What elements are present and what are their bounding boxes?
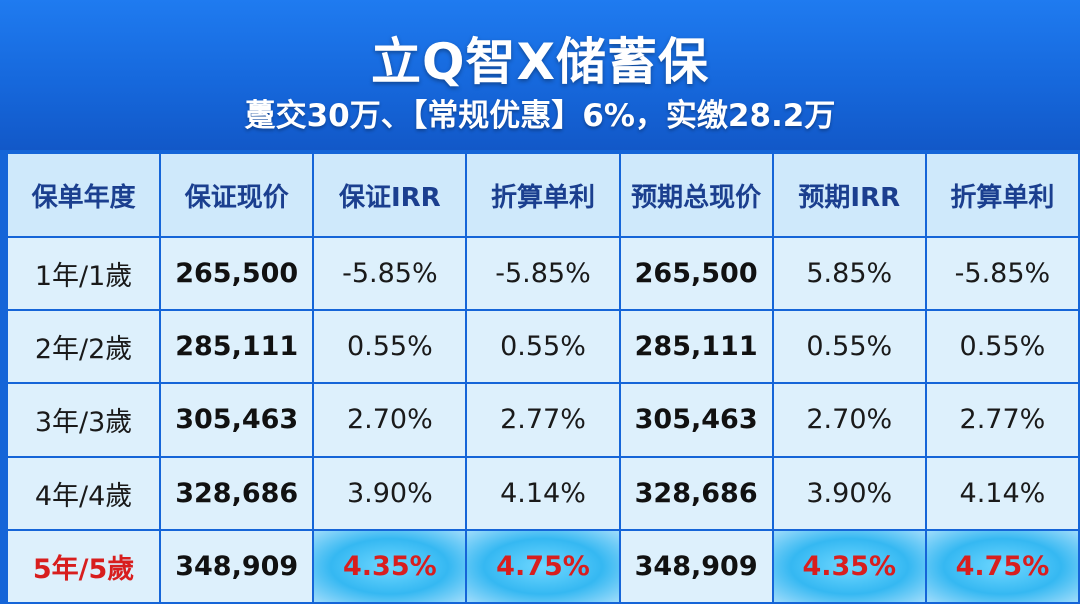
cell-guaranteed-irr: -5.85% [314, 238, 466, 310]
cell-simple-rate-guaranteed-highlight: 4.75% [467, 530, 619, 602]
table-row: 3年/3歲 305,463 2.70% 2.77% 305,463 2.70% … [8, 384, 1078, 456]
cell-guaranteed-cash-value: 305,463 [161, 384, 313, 456]
cell-guaranteed-irr-highlight: 4.35% [314, 530, 466, 602]
cell-projected-total-cash-value: 328,686 [620, 457, 772, 529]
cell-projected-irr: 3.90% [773, 457, 925, 529]
cell-guaranteed-irr: 2.70% [314, 384, 466, 456]
column-header-simple-rate-projected: 折算单利 [926, 154, 1078, 236]
cell-projected-total-cash-value: 265,500 [620, 238, 772, 310]
cell-simple-rate-projected: 2.77% [926, 384, 1078, 456]
cell-policy-year: 1年/1歲 [8, 238, 160, 310]
policy-value-table: 保单年度 保证现价 保证IRR 折算单利 预期总现价 预期IRR 折算单利 1年… [6, 152, 1080, 604]
cell-projected-irr: 0.55% [773, 311, 925, 383]
cell-simple-rate-guaranteed: 4.14% [467, 457, 619, 529]
cell-simple-rate-guaranteed: 2.77% [467, 384, 619, 456]
cell-projected-irr-highlight: 4.35% [773, 530, 925, 602]
cell-guaranteed-irr: 3.90% [314, 457, 466, 529]
cell-guaranteed-cash-value: 265,500 [161, 238, 313, 310]
page-title: 立Q智X储蓄保 [370, 33, 710, 91]
cell-simple-rate-projected: 4.14% [926, 457, 1078, 529]
cell-simple-rate-projected-highlight: 4.75% [926, 530, 1078, 602]
cell-projected-total-cash-value: 348,909 [620, 530, 772, 602]
cell-policy-year: 5年/5歲 [8, 530, 160, 602]
cell-projected-total-cash-value: 305,463 [620, 384, 772, 456]
column-header-projected-total-cash-value: 预期总现价 [620, 154, 772, 236]
table-row: 4年/4歲 328,686 3.90% 4.14% 328,686 3.90% … [8, 457, 1078, 529]
cell-guaranteed-cash-value: 328,686 [161, 457, 313, 529]
column-header-projected-irr: 预期IRR [773, 154, 925, 236]
cell-projected-irr: 2.70% [773, 384, 925, 456]
cell-simple-rate-projected: 0.55% [926, 311, 1078, 383]
cell-simple-rate-guaranteed: 0.55% [467, 311, 619, 383]
cell-guaranteed-irr: 0.55% [314, 311, 466, 383]
cell-policy-year: 2年/2歲 [8, 311, 160, 383]
cell-projected-total-cash-value: 285,111 [620, 311, 772, 383]
cell-policy-year: 4年/4歲 [8, 457, 160, 529]
page-subtitle: 躉交30万、【常规优惠】6%，实缴28.2万 [244, 98, 836, 134]
table-row-highlighted: 5年/5歲 348,909 4.35% 4.75% 348,909 4.35% … [8, 530, 1078, 602]
cell-simple-rate-projected: -5.85% [926, 238, 1078, 310]
cell-policy-year: 3年/3歲 [8, 384, 160, 456]
cell-guaranteed-cash-value: 348,909 [161, 530, 313, 602]
column-header-policy-year: 保单年度 [8, 154, 160, 236]
table-row: 1年/1歲 265,500 -5.85% -5.85% 265,500 5.85… [8, 238, 1078, 310]
column-header-guaranteed-cash-value: 保证现价 [161, 154, 313, 236]
column-header-simple-rate-guaranteed: 折算单利 [467, 154, 619, 236]
cell-simple-rate-guaranteed: -5.85% [467, 238, 619, 310]
cell-guaranteed-cash-value: 285,111 [161, 311, 313, 383]
table-header-row: 保单年度 保证现价 保证IRR 折算单利 预期总现价 预期IRR 折算单利 [8, 154, 1078, 236]
title-banner: 立Q智X储蓄保 躉交30万、【常规优惠】6%，实缴28.2万 [0, 0, 1080, 150]
cell-projected-irr: 5.85% [773, 238, 925, 310]
table-row: 2年/2歲 285,111 0.55% 0.55% 285,111 0.55% … [8, 311, 1078, 383]
column-header-guaranteed-irr: 保证IRR [314, 154, 466, 236]
